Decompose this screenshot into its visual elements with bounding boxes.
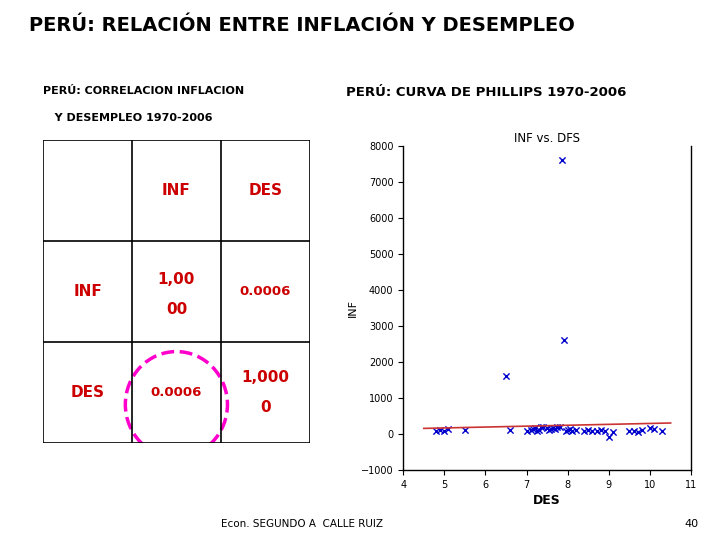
Point [531, 426, 543, 435]
Point [546, 425, 557, 434]
Point [624, 427, 635, 435]
Point [544, 426, 555, 435]
Text: 40: 40 [684, 519, 698, 529]
Point [649, 425, 660, 434]
Point [431, 427, 442, 435]
Point [443, 425, 454, 434]
Text: 0.0006: 0.0006 [150, 386, 202, 399]
Text: PERÚ: RELACIÓN ENTRE INFLACIÓN Y DESEMPLEO: PERÚ: RELACIÓN ENTRE INFLACIÓN Y DESEMPL… [29, 16, 575, 35]
Point [534, 426, 545, 435]
Point [556, 156, 567, 165]
Text: 00: 00 [166, 302, 187, 317]
Point [603, 433, 615, 442]
Point [582, 426, 594, 435]
Text: PERÚ: CORRELACION INFLACION: PERÚ: CORRELACION INFLACION [43, 86, 244, 97]
Point [564, 425, 575, 434]
Text: 0: 0 [260, 400, 271, 415]
Text: INF: INF [73, 284, 102, 299]
X-axis label: DES: DES [534, 494, 561, 507]
Point [537, 423, 549, 431]
Point [541, 424, 553, 433]
Point [505, 426, 516, 435]
Point [566, 427, 577, 435]
Point [438, 426, 450, 435]
Point [636, 426, 647, 435]
Point [558, 336, 570, 345]
Point [548, 424, 559, 433]
Text: DES: DES [71, 385, 104, 400]
Point [434, 426, 446, 435]
Point [500, 372, 512, 381]
Text: INF: INF [162, 183, 191, 198]
Point [587, 426, 598, 435]
Point [554, 423, 565, 431]
Point [644, 424, 656, 433]
Point [521, 427, 532, 435]
Point [657, 427, 668, 435]
Point [632, 427, 644, 436]
Point [570, 426, 582, 435]
Point [529, 424, 541, 433]
Point [578, 427, 590, 435]
Text: PERÚ: CURVA DE PHILLIPS 1970-2006: PERÚ: CURVA DE PHILLIPS 1970-2006 [346, 86, 626, 99]
Text: Y DESEMPLEO 1970-2006: Y DESEMPLEO 1970-2006 [43, 113, 212, 124]
Text: 1,00: 1,00 [158, 272, 195, 287]
Point [607, 428, 618, 436]
Point [591, 427, 603, 436]
Point [525, 426, 536, 434]
Title: INF vs. DFS: INF vs. DFS [514, 132, 580, 145]
Text: Econ. SEGUNDO A  CALLE RUIZ: Econ. SEGUNDO A CALLE RUIZ [222, 519, 383, 529]
Point [562, 426, 574, 435]
Point [459, 426, 471, 435]
Text: DES: DES [248, 183, 282, 198]
Point [535, 422, 546, 431]
Point [628, 427, 639, 436]
Point [549, 425, 561, 434]
Text: 0.0006: 0.0006 [240, 285, 291, 298]
Point [527, 425, 539, 434]
Point [599, 427, 611, 435]
Y-axis label: INF: INF [348, 299, 358, 317]
Point [560, 427, 572, 435]
Text: 1,000: 1,000 [241, 370, 289, 385]
Point [595, 426, 606, 435]
Point [552, 422, 563, 431]
